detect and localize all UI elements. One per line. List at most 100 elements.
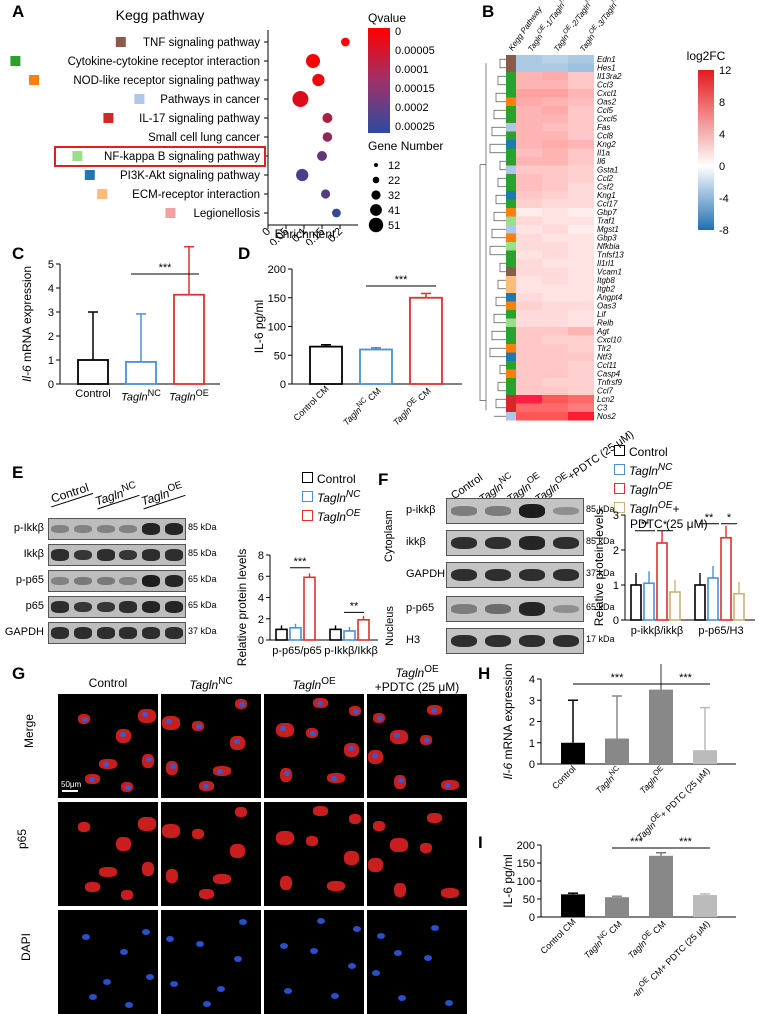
g-nucleus (203, 1001, 211, 1007)
b-gene-label: Casp4 (597, 370, 621, 379)
b-legend-tick: -8 (719, 225, 729, 237)
g-nucleus (89, 777, 95, 782)
b-gene-label: Agt (596, 327, 610, 336)
g-nucleus (234, 739, 240, 744)
b-heat-cell (568, 369, 594, 378)
f-band (519, 568, 545, 582)
b-heat-cell (568, 344, 594, 353)
panel-label-h: H (478, 664, 491, 683)
legend-item: TaglnNC (614, 460, 708, 479)
b-legend-tick: -4 (719, 193, 729, 205)
b-heat-cell (516, 386, 542, 395)
sig-mark: *** (395, 274, 409, 286)
b-heat-cell (542, 250, 568, 259)
e-band (73, 576, 92, 586)
b-heat-cell (516, 97, 542, 106)
b-dendro-branch (499, 160, 506, 171)
f-band (485, 604, 511, 614)
g-micrograph (264, 802, 364, 906)
b-heat-cell (516, 216, 542, 225)
b-heat-cell (542, 267, 568, 276)
y-tick-label: 2 (258, 614, 264, 626)
b-heat-cell (516, 276, 542, 285)
bar (77, 359, 109, 385)
panel-label-d: D (238, 244, 251, 263)
f-band (553, 536, 579, 550)
y-tick-label: 1 (48, 355, 54, 367)
b-heat-cell (568, 378, 594, 387)
b-gene-label: Gbp7 (597, 208, 617, 217)
b-dendro-branch (489, 143, 506, 154)
b-heat-cell (568, 276, 594, 285)
b-dendro-root (479, 63, 487, 411)
a-gene-label: 51 (388, 220, 400, 232)
e-band-label: p-Ikkβ (13, 522, 44, 534)
b-pathway-cell (506, 165, 516, 174)
e-band (141, 523, 160, 535)
b-dendro-branch (495, 398, 506, 409)
a-pathway-label: ECM-receptor interaction (132, 189, 260, 201)
e-blot-strip (48, 518, 186, 540)
y-tick-label: 0 (258, 635, 264, 647)
b-pathway-cell (506, 395, 516, 404)
f-blot-strip (446, 498, 584, 524)
e-lane-group: TaglnNC (92, 479, 140, 510)
g-nucleus (217, 986, 225, 992)
b-legend-tick: 8 (719, 97, 725, 109)
bar (720, 536, 732, 621)
b-heat-cell (516, 318, 542, 327)
f-band (519, 634, 545, 648)
bar (605, 738, 629, 764)
f-kda: 65 kDa (586, 602, 615, 612)
bar (329, 628, 342, 641)
a-pathway-label: Pathways in cancer (160, 94, 260, 106)
a-pathway-label: TNF signaling pathway (143, 37, 260, 49)
b-heat-cell (516, 148, 542, 157)
e-band (96, 601, 115, 613)
a-bubble (317, 151, 327, 161)
x-tick-label: p-Ikkβ/Ikkβ (324, 645, 378, 657)
e-band (73, 549, 92, 561)
g-nucleus (431, 708, 437, 713)
b-heat-cell (542, 106, 568, 115)
g-micrograph: 50μm (58, 694, 158, 798)
g-nucleus (196, 724, 202, 729)
b-heat-cell (568, 216, 594, 225)
g-nucleus (377, 716, 383, 721)
b-heat-cell (568, 148, 594, 157)
b-pathway-cell (506, 114, 516, 123)
b-heat-cell (516, 335, 542, 344)
b-heat-cell (516, 165, 542, 174)
b-heat-cell (542, 131, 568, 140)
group-legend-e: Control TaglnNC TaglnOE (302, 472, 360, 525)
b-heat-cell (516, 259, 542, 268)
bar (630, 584, 642, 621)
g-nucleus (445, 1000, 453, 1006)
b-heat-cell (542, 182, 568, 191)
g-nucleus (424, 738, 430, 743)
f-band-label: p-ikkβ (406, 504, 436, 516)
g-nucleus (196, 941, 204, 947)
a-pathway-swatch (10, 56, 21, 66)
panel-label-e: E (12, 463, 24, 482)
g-micrograph (58, 802, 158, 906)
b-dendro-branch (499, 364, 506, 375)
b-heat-cell (568, 157, 594, 166)
sig-mark: *** (159, 262, 173, 274)
b-legend-tick: 0 (719, 161, 725, 173)
b-heat-cell (568, 403, 594, 412)
g-micrograph (161, 910, 261, 1014)
a-bubble (305, 53, 321, 69)
e-band (119, 601, 138, 613)
e-kda: 65 kDa (188, 600, 217, 610)
b-heat-cell (542, 327, 568, 336)
f-band (485, 536, 511, 550)
y-tick-label: 150 (517, 858, 535, 870)
y-tick-label: 3 (48, 307, 54, 319)
b-legend-tick: 12 (719, 65, 731, 77)
a-pathway-label: NOD-like receptor signaling pathway (73, 75, 260, 87)
bar (309, 345, 343, 385)
b-gene-label: Ccl8 (597, 132, 614, 141)
b-heat-cell (542, 174, 568, 183)
a-pathway-swatch (97, 189, 108, 199)
